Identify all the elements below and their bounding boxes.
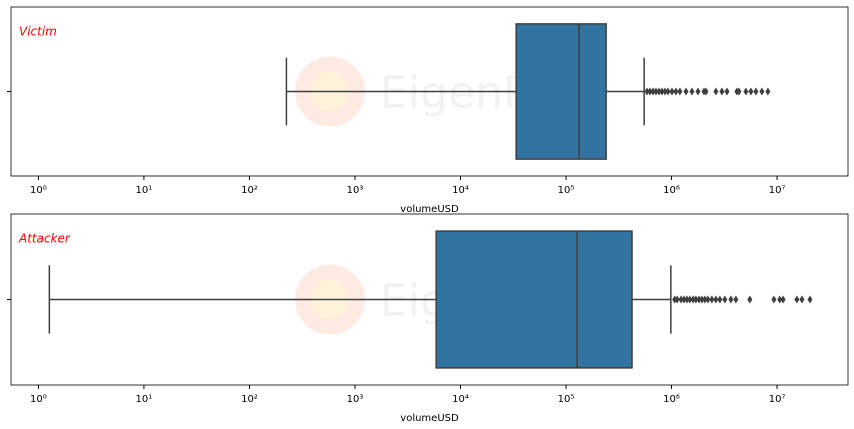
outlier [678,295,684,304]
box [515,23,607,160]
outlier [659,87,665,96]
outlier [703,87,709,96]
outlier [696,295,702,304]
x-tick-label: 10¹ [136,185,153,196]
outlier [719,87,725,96]
x-tick-label: 10⁷ [769,394,786,405]
outlier [653,87,659,96]
outlier [733,295,739,304]
outlier [684,295,690,304]
outlier [771,295,777,304]
outlier [759,87,765,96]
outlier [807,295,813,304]
x-axis-label: volumeUSD [400,204,459,215]
outlier [650,87,656,96]
outlier [722,295,728,304]
outlier [743,87,749,96]
outlier [777,295,783,304]
outlier [713,295,719,304]
outlier [705,295,711,304]
x-tick-label: 10⁶ [663,394,680,405]
x-tick-label: 10⁵ [558,394,575,405]
outlier [713,87,719,96]
x-axis-label: volumeUSD [400,413,459,424]
x-tick-label: 10⁰ [30,394,47,405]
outlier [794,295,800,304]
outlier [647,87,653,96]
outlier [695,87,701,96]
outlier [683,87,689,96]
outlier [693,295,699,304]
outlier [699,295,705,304]
x-tick-label: 10¹ [136,394,153,405]
outlier [687,295,693,304]
annotation: Attacker [18,232,71,246]
x-tick-label: 10⁴ [452,185,469,196]
outlier [702,295,708,304]
outlier [717,295,723,304]
outlier [677,87,683,96]
outlier [724,87,730,96]
x-tick-label: 10⁰ [30,185,47,196]
outlier [748,87,754,96]
x-tick-label: 10³ [347,394,364,405]
x-tick-label: 10² [241,394,258,405]
outlier [689,87,695,96]
outlier [780,295,786,304]
outlier [736,87,742,96]
x-tick-label: 10⁴ [452,394,469,405]
outlier [799,295,805,304]
box [435,230,633,369]
outlier [662,87,668,96]
x-tick-label: 10² [241,185,258,196]
outlier [690,295,696,304]
x-tick-label: 10⁶ [663,185,680,196]
outlier [656,87,662,96]
outlier [765,87,771,96]
outlier [674,295,680,304]
outlier [665,87,671,96]
outlier [709,295,715,304]
outlier [669,87,675,96]
outlier [753,87,759,96]
outlier [747,295,753,304]
outlier [644,87,650,96]
annotation: Victim [19,25,57,39]
outlier [673,87,679,96]
outlier [672,295,678,304]
x-tick-label: 10⁵ [558,185,575,196]
x-tick-label: 10³ [347,185,364,196]
x-tick-label: 10⁷ [769,185,786,196]
outlier [681,295,687,304]
outlier [728,295,734,304]
